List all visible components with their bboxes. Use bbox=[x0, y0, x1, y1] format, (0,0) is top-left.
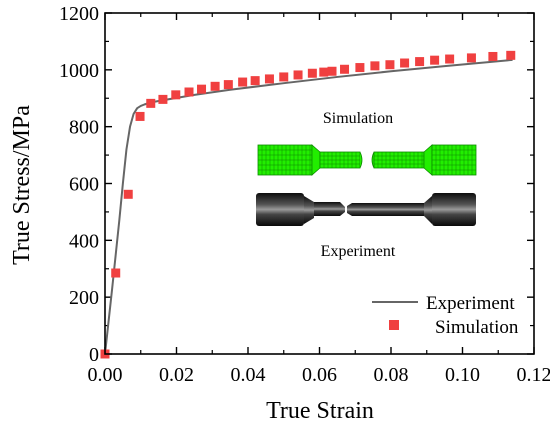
simulation-point bbox=[488, 51, 498, 61]
y-tick-label: 800 bbox=[69, 117, 99, 139]
simulation-point bbox=[171, 90, 181, 100]
experiment-curve bbox=[104, 58, 513, 355]
simulation-point bbox=[400, 58, 410, 68]
experiment-specimen bbox=[256, 193, 476, 226]
x-axis-title: True Strain bbox=[266, 398, 374, 424]
simulation-point bbox=[250, 76, 260, 86]
legend: Experiment Simulation bbox=[372, 293, 519, 338]
legend-experiment-label: Experiment bbox=[426, 293, 515, 314]
inset-experiment-label: Experiment bbox=[321, 243, 396, 260]
plot-frame bbox=[104, 12, 535, 355]
simulation-mesh-specimen bbox=[257, 144, 477, 176]
simulation-point bbox=[223, 80, 233, 90]
y-tick-label: 1200 bbox=[59, 3, 99, 25]
simulation-point bbox=[430, 55, 440, 65]
simulation-point bbox=[327, 66, 337, 76]
simulation-point bbox=[355, 63, 365, 73]
simulation-point bbox=[210, 81, 220, 91]
simulation-point bbox=[123, 189, 133, 199]
simulation-point bbox=[264, 74, 274, 84]
x-tick-label: 0.06 bbox=[302, 364, 337, 386]
simulation-point bbox=[146, 98, 156, 108]
x-tick-label: 0.00 bbox=[88, 364, 123, 386]
simulation-point bbox=[293, 70, 303, 80]
x-tick-label: 0.12 bbox=[517, 364, 550, 386]
simulation-point bbox=[111, 268, 121, 278]
simulation-point bbox=[197, 84, 207, 94]
specimen-inset: Simulation bbox=[256, 110, 477, 260]
y-tick-label: 600 bbox=[69, 174, 99, 196]
y-tick-label: 1000 bbox=[59, 60, 99, 82]
tick-labels: 0.00 0.02 0.04 0.06 0.08 0.10 0.12 0 200 400 600 80… bbox=[59, 3, 550, 386]
simulation-point bbox=[135, 111, 145, 121]
y-tick-label: 200 bbox=[69, 287, 99, 309]
simulation-point bbox=[307, 68, 317, 78]
simulation-point bbox=[415, 57, 425, 67]
legend-simulation-label: Simulation bbox=[435, 317, 519, 338]
simulation-point bbox=[370, 61, 380, 71]
y-tick-label: 400 bbox=[69, 230, 99, 252]
inset-simulation-label: Simulation bbox=[323, 110, 393, 127]
simulation-point bbox=[158, 94, 168, 104]
simulation-point bbox=[238, 77, 248, 87]
simulation-point bbox=[279, 72, 289, 82]
simulation-point bbox=[506, 50, 516, 60]
simulation-point bbox=[184, 87, 194, 97]
x-tick-label: 0.02 bbox=[159, 364, 194, 386]
simulation-point bbox=[385, 60, 395, 70]
legend-simulation-marker bbox=[389, 320, 399, 330]
simulation-point bbox=[466, 53, 476, 63]
x-tick-label: 0.08 bbox=[374, 364, 409, 386]
simulation-point bbox=[319, 67, 329, 77]
y-tick-label: 0 bbox=[89, 344, 99, 366]
x-tick-label: 0.04 bbox=[231, 364, 266, 386]
simulation-point bbox=[340, 64, 350, 74]
simulation-point bbox=[445, 54, 455, 64]
x-tick-label: 0.10 bbox=[445, 364, 480, 386]
y-axis-title: True Stress/MPa bbox=[9, 105, 35, 265]
series-layer bbox=[100, 50, 516, 359]
